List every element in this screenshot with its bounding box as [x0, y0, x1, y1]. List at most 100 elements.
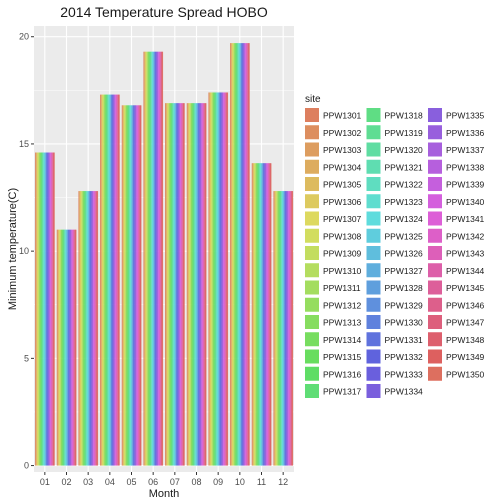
bar-07-PPW1350: [184, 103, 185, 466]
bar-09-PPW1308: [211, 92, 212, 466]
bar-02-PPW1334: [69, 229, 71, 466]
bar-08-PPW1307: [189, 103, 190, 466]
bar-06-PPW1342: [159, 51, 160, 466]
bar-10-PPW1312: [234, 43, 235, 466]
bar-04-PPW1306: [102, 94, 103, 466]
bar-05-PPW1308: [124, 105, 126, 466]
bar-08-PPW1305: [188, 103, 189, 466]
bar-09-PPW1332: [220, 92, 222, 466]
bar-01-PPW1324: [44, 152, 45, 466]
legend-key-PPW1317: [305, 384, 319, 398]
legend-label: PPW1312: [323, 300, 362, 310]
bar-05-PPW1337: [135, 105, 137, 466]
bar-10-PPW1350: [249, 43, 250, 466]
legend-label: PPW1309: [323, 249, 362, 259]
bar-02-PPW1341: [72, 229, 73, 466]
bar-04-PPW1346: [117, 94, 119, 466]
x-tick-label: 07: [170, 477, 180, 487]
bar-02-PPW1315: [62, 229, 63, 466]
bar-06-PPW1314: [148, 51, 150, 466]
bar-09-PPW1313: [213, 92, 214, 466]
bar-03-PPW1337: [92, 191, 93, 466]
legend-label: PPW1335: [446, 111, 485, 121]
bar-02-PPW1340: [71, 229, 73, 466]
bar-04-PPW1349: [118, 94, 120, 466]
legend-label: PPW1350: [446, 369, 485, 379]
legend-title: site: [305, 94, 321, 105]
bar-08-PPW1331: [198, 103, 199, 466]
bar-09-PPW1309: [211, 92, 213, 466]
bar-09-PPW1348: [226, 92, 228, 466]
bar-11-PPW1316: [257, 163, 259, 466]
bar-07-PPW1325: [174, 103, 175, 466]
legend-key-PPW1306: [305, 194, 319, 209]
bar-07-PPW1317: [171, 103, 172, 466]
bar-02-PPW1304: [57, 229, 59, 466]
bar-07-PPW1309: [168, 103, 169, 466]
bar-10-PPW1345: [247, 43, 248, 466]
legend-label: PPW1342: [446, 231, 485, 241]
bar-09-PPW1310: [211, 92, 213, 466]
bar-03-PPW1306: [80, 191, 81, 466]
bar-07-PPW1306: [167, 103, 168, 466]
bar-10-PPW1309: [233, 43, 234, 466]
bar-10-PPW1308: [232, 43, 234, 466]
bar-03-PPW1334: [91, 191, 92, 466]
bar-01-PPW1307: [37, 152, 38, 466]
bar-07-PPW1330: [176, 103, 177, 466]
legend-label: PPW1304: [323, 162, 362, 172]
bar-09-PPW1329: [219, 92, 220, 466]
bar-05-PPW1302: [122, 105, 123, 466]
legend-key-PPW1330: [366, 315, 381, 329]
bar-06-PPW1324: [152, 51, 153, 466]
bar-06-PPW1320: [150, 51, 152, 466]
bar-07-PPW1307: [167, 103, 168, 466]
bar-01-PPW1331: [46, 152, 48, 466]
bar-04-PPW1338: [114, 94, 116, 466]
bar-12-PPW1315: [278, 191, 280, 466]
bar-01-PPW1308: [37, 152, 39, 466]
bar-06-PPW1325: [152, 51, 154, 466]
bar-03-PPW1336: [92, 191, 93, 466]
y-tick-label: 5: [24, 353, 29, 363]
legend-label: PPW1315: [323, 352, 362, 362]
bar-01-PPW1317: [41, 152, 42, 466]
bar-10-PPW1343: [246, 43, 248, 466]
bar-01-PPW1313: [39, 152, 41, 466]
bar-12-PPW1345: [290, 191, 292, 466]
bar-03-PPW1314: [83, 191, 85, 466]
legend-key-PPW1319: [366, 125, 381, 140]
bar-07-PPW1336: [178, 103, 180, 466]
bar-01-PPW1344: [51, 152, 53, 466]
bar-10-PPW1339: [244, 43, 246, 466]
bar-02-PPW1345: [73, 229, 75, 466]
bar-07-PPW1331: [176, 103, 178, 466]
bar-05-PPW1327: [131, 105, 133, 466]
bar-08-PPW1329: [197, 103, 199, 466]
bar-01-PPW1335: [48, 152, 49, 466]
bar-12-PPW1308: [276, 191, 277, 466]
bar-11-PPW1324: [260, 163, 262, 466]
bar-07-PPW1320: [172, 103, 174, 466]
bar-04-PPW1343: [116, 94, 118, 466]
bar-07-PPW1310: [168, 103, 170, 466]
bar-01-PPW1342: [51, 152, 52, 466]
bar-05-PPW1343: [138, 105, 139, 466]
bar-08-PPW1330: [198, 103, 199, 466]
bar-03-PPW1313: [83, 191, 84, 466]
bar-05-PPW1350: [140, 105, 142, 466]
bar-07-PPW1327: [175, 103, 176, 466]
bar-09-PPW1349: [227, 92, 228, 466]
bar-09-PPW1333: [220, 92, 222, 466]
bar-12-PPW1336: [287, 191, 288, 466]
bar-09-PPW1324: [217, 92, 218, 466]
bar-08-PPW1348: [205, 103, 206, 466]
bar-04-PPW1319: [107, 94, 108, 466]
legend-key-PPW1321: [366, 159, 381, 174]
bar-12-PPW1319: [280, 191, 281, 466]
bar-07-PPW1318: [171, 103, 173, 466]
bar-12-PPW1337: [287, 191, 288, 466]
legend-key-PPW1323: [366, 194, 381, 209]
bar-09-PPW1322: [216, 92, 218, 466]
legend-key-PPW1329: [366, 297, 381, 312]
